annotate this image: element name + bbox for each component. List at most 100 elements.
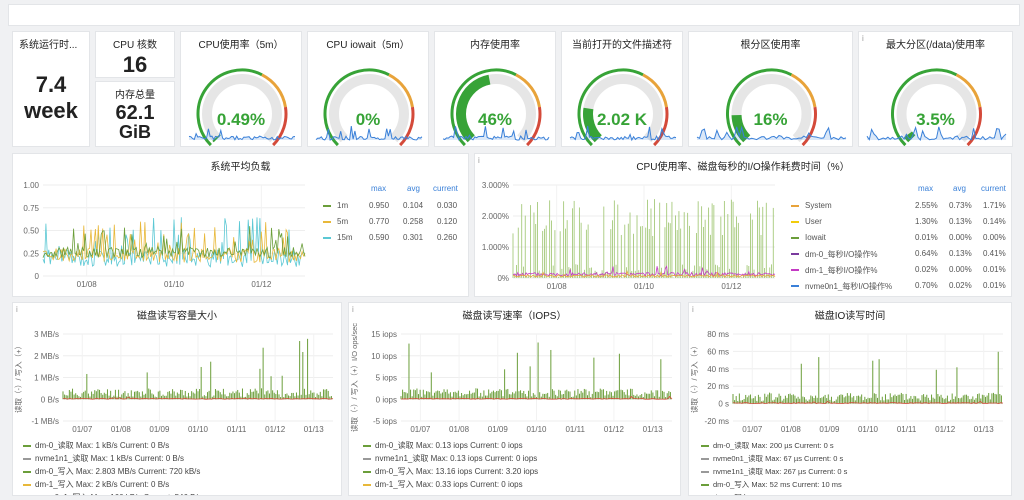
y-tick-label: 3.000%: [482, 181, 509, 190]
gauge-title: 根分区使用率: [740, 40, 801, 51]
cpuio-legend-row[interactable]: dm-1_每秒I/O操作% 0.02% 0.00% 0.01%: [791, 265, 1011, 277]
y-tick-label: 2 MB/s: [34, 352, 59, 361]
legend-item[interactable]: dm-0_读取 Max: 0.13 iops Current: 0 iops: [363, 439, 679, 452]
legend-item[interactable]: dm-0_读取 Max: 200 µs Current: 0 s: [701, 439, 1011, 452]
legend-max: 0.770: [369, 217, 390, 226]
y-tick-label: -1 MB/s: [31, 417, 59, 426]
disk-time-legend: dm-0_读取 Max: 200 µs Current: 0 s nvme0n1_…: [701, 439, 1011, 495]
legend-item[interactable]: dm-1_写入 Max: 2 kB/s Current: 0 B/s: [23, 478, 341, 491]
legend-current: 0.030: [437, 201, 458, 210]
legend-text: dm-1_写入 Max: 2 kB/s Current: 0 B/s: [35, 480, 170, 489]
load-series-line: [42, 217, 306, 268]
gauge-title: 当前打开的文件描述符: [572, 40, 672, 51]
cpuio-legend-row[interactable]: User 1.30% 0.13% 0.14%: [791, 217, 1011, 229]
x-tick-label: 01/11: [227, 425, 247, 434]
load-legend-row[interactable]: 1m 0.950 0.104 0.030: [323, 201, 468, 213]
disk-rw-title: 磁盘读写容量大小: [137, 311, 217, 322]
cpu-cores-value: 16: [122, 52, 148, 77]
y-tick-label: 0.50: [23, 227, 39, 236]
legend-text: dm-0_读取 Max: 0.13 iops Current: 0 iops: [375, 441, 523, 450]
info-icon[interactable]: i: [692, 305, 694, 314]
legend-swatch: [323, 237, 331, 239]
cpuio-legend-row[interactable]: nvme0n1_每秒I/O操作% 0.70% 0.02% 0.01%: [791, 281, 1011, 293]
legend-current: 1.71%: [983, 201, 1006, 210]
cpuio-legend-row[interactable]: Iowait 0.01% 0.00% 0.00%: [791, 233, 1011, 245]
legend-item[interactable]: nvme0n1_读取 Max: 67 µs Current: 0 s: [701, 452, 1011, 465]
legend-item[interactable]: nvme0n1_写入 Max: 166 kB/s Current: 546 B/…: [23, 491, 341, 495]
gauge-title: 内存使用率: [470, 40, 520, 51]
legend-text: nvme0n1_读取 Max: 67 µs Current: 0 s: [713, 454, 844, 463]
legend-swatch: [701, 458, 709, 461]
legend-text: dm-0_读取 Max: 1 kB/s Current: 0 B/s: [35, 441, 170, 450]
cpu-cores-panel: CPU 核数 16: [95, 31, 175, 78]
y-tick-label: -5 iops: [373, 417, 397, 426]
disk-iops-legend: dm-0_读取 Max: 0.13 iops Current: 0 iops nv…: [363, 439, 679, 491]
gauge-dial: [696, 68, 847, 146]
info-icon[interactable]: i: [478, 156, 480, 165]
load-legend-row[interactable]: 5m 0.770 0.258 0.120: [323, 217, 468, 229]
legend-item[interactable]: nvme1n1_读取 Max: 267 µs Current: 0 s: [701, 465, 1011, 478]
gauge-value: 16%: [753, 110, 788, 129]
x-tick-label: 01/07: [72, 425, 93, 434]
y-tick-label: 5 iops: [376, 374, 397, 383]
gauge-panel: i 最大分区(/data)使用率 3.5%: [858, 31, 1013, 147]
y-tick-label: 80 ms: [707, 330, 729, 339]
legend-text: dm-0_写入 Max: 52 ms Current: 10 ms: [713, 480, 842, 489]
cpuio-max-header: max: [918, 184, 934, 193]
legend-item[interactable]: dm-0_读取 Max: 1 kB/s Current: 0 B/s: [23, 439, 341, 452]
info-icon[interactable]: i: [16, 305, 18, 314]
legend-max: 0.64%: [915, 249, 938, 258]
gauge-panel: 当前打开的文件描述符 2.02 K: [561, 31, 683, 147]
legend-name: dm-0_每秒I/O操作%: [805, 250, 878, 259]
legend-item[interactable]: nvme1n1_读取 Max: 1 kB/s Current: 0 B/s: [23, 452, 341, 465]
load-legend-row[interactable]: 15m 0.590 0.301 0.260: [323, 233, 468, 245]
y-tick-label: 0.75: [23, 204, 39, 213]
x-tick-label: 01/12: [935, 425, 956, 434]
legend-current: 0.01%: [983, 265, 1006, 274]
legend-swatch: [363, 457, 371, 460]
uptime-unit: week: [24, 98, 78, 123]
legend-swatch: [23, 444, 31, 447]
legend-item[interactable]: dm-0_写入 Max: 13.16 iops Current: 3.20 io…: [363, 465, 679, 478]
disk-series-line: [62, 396, 334, 400]
legend-avg: 0.104: [403, 201, 424, 210]
gauge-value: 2.02 K: [596, 110, 648, 129]
load-title: 系统平均负载: [210, 162, 271, 173]
legend-max: 0.01%: [915, 233, 938, 242]
legend-item[interactable]: dm-0_写入 Max: 2.803 MB/s Current: 720 kB/…: [23, 465, 341, 478]
x-tick-label: 01/11: [897, 425, 917, 434]
cpuio-legend-row[interactable]: System 2.55% 0.73% 1.71%: [791, 201, 1011, 213]
legend-swatch: [323, 205, 331, 207]
y-tick-label: 2.000%: [482, 212, 509, 221]
info-icon[interactable]: i: [352, 305, 354, 314]
info-icon[interactable]: i: [862, 34, 864, 43]
legend-name: System: [805, 201, 832, 210]
legend-current: 0.260: [437, 233, 458, 242]
legend-item[interactable]: dm-0_写入 Max: 52 ms Current: 10 ms: [701, 478, 1011, 491]
y-tick-label: -20 ms: [705, 417, 729, 426]
legend-swatch: [791, 285, 799, 287]
x-tick-label: 01/10: [164, 280, 185, 289]
legend-name: User: [805, 217, 822, 226]
legend-max: 2.55%: [915, 201, 938, 210]
legend-item[interactable]: dm-1_写入 Max: 200 µs Current: 0 s: [701, 491, 1011, 495]
legend-item[interactable]: dm-1_写入 Max: 0.33 iops Current: 0 iops: [363, 478, 679, 491]
x-tick-label: 01/08: [111, 425, 132, 434]
cpuio-legend-row[interactable]: dm-0_每秒I/O操作% 0.64% 0.13% 0.41%: [791, 249, 1011, 261]
cpuio-avg-header: avg: [953, 184, 966, 193]
legend-avg: 0.13%: [949, 249, 972, 258]
uptime-panel: 系统运行时... 7.4 week: [12, 31, 90, 147]
disk-rw-legend: dm-0_读取 Max: 1 kB/s Current: 0 B/s nvme1n…: [23, 439, 341, 495]
x-tick-label: 01/08: [449, 425, 470, 434]
legend-swatch: [791, 221, 799, 223]
disk-iops-panel: i 磁盘读写速率（IOPS） 15 iops 10 iops 5 iops 0 iop…: [348, 302, 681, 496]
legend-text: dm-0_读取 Max: 200 µs Current: 0 s: [713, 441, 834, 450]
legend-max: 0.590: [369, 233, 390, 242]
cpuio-current-header: current: [981, 184, 1006, 193]
x-tick-label: 01/09: [488, 425, 509, 434]
gauge-value: 46%: [477, 110, 513, 129]
y-tick-label: 0: [35, 272, 40, 281]
legend-item[interactable]: nvme1n1_读取 Max: 0.13 iops Current: 0 iop…: [363, 452, 679, 465]
legend-avg: 0.301: [403, 233, 424, 242]
legend-current: 0.14%: [983, 217, 1006, 226]
